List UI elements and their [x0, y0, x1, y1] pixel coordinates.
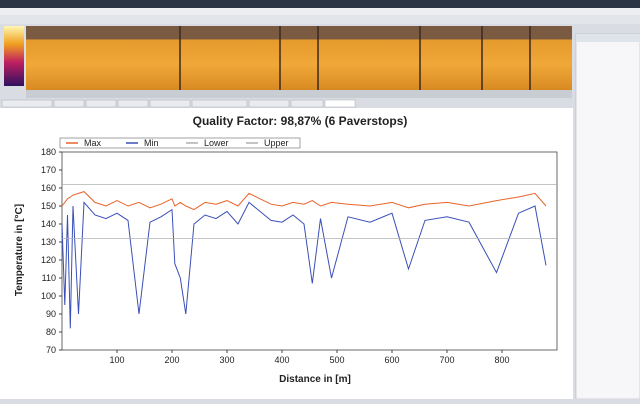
thermal-strip — [26, 26, 572, 90]
y-axis-label: Temperature in [°C] — [14, 204, 25, 296]
scrollbar[interactable] — [26, 90, 572, 98]
y-tick-label: 170 — [41, 165, 56, 175]
legend-label: Lower — [204, 138, 229, 148]
legend-label: Max — [84, 138, 102, 148]
properties-panel — [575, 33, 640, 400]
properties-header — [576, 34, 640, 42]
y-tick-label: 120 — [41, 255, 56, 265]
color-scale — [4, 26, 24, 86]
y-tick-label: 100 — [41, 291, 56, 301]
x-tick-label: 400 — [274, 355, 289, 365]
title-bar — [0, 0, 640, 8]
x-tick-label: 200 — [164, 355, 179, 365]
plot-frame — [61, 151, 558, 351]
x-tick-label: 100 — [109, 355, 124, 365]
y-tick-label: 150 — [41, 201, 56, 211]
y-tick-label: 110 — [42, 273, 56, 283]
x-tick-label: 500 — [329, 355, 344, 365]
tab-row[interactable] — [1, 99, 356, 108]
chart-panel — [0, 108, 573, 399]
y-tick-label: 80 — [46, 327, 56, 337]
series-line — [61, 191, 547, 211]
x-tick-label: 700 — [439, 355, 454, 365]
series-line — [61, 201, 547, 329]
y-tick-label: 160 — [41, 183, 56, 193]
y-tick-label: 130 — [41, 237, 56, 247]
y-tick-label: 90 — [46, 309, 56, 319]
legend — [59, 137, 301, 149]
x-tick-label: 800 — [494, 355, 509, 365]
y-tick-label: 70 — [46, 345, 56, 355]
paverstop-lines — [179, 26, 531, 90]
chart-title: Quality Factor: 98,87% (6 Paverstops) — [193, 114, 408, 128]
menu-bar[interactable] — [0, 8, 640, 15]
x-axis-label: Distance in [m] — [279, 374, 351, 385]
x-tick-label: 600 — [384, 355, 399, 365]
legend-label: Upper — [264, 138, 289, 148]
toolbar[interactable] — [0, 15, 640, 24]
x-tick-label: 300 — [219, 355, 234, 365]
y-tick-label: 140 — [41, 219, 56, 229]
y-tick-label: 180 — [41, 147, 56, 157]
legend-label: Min — [144, 138, 159, 148]
